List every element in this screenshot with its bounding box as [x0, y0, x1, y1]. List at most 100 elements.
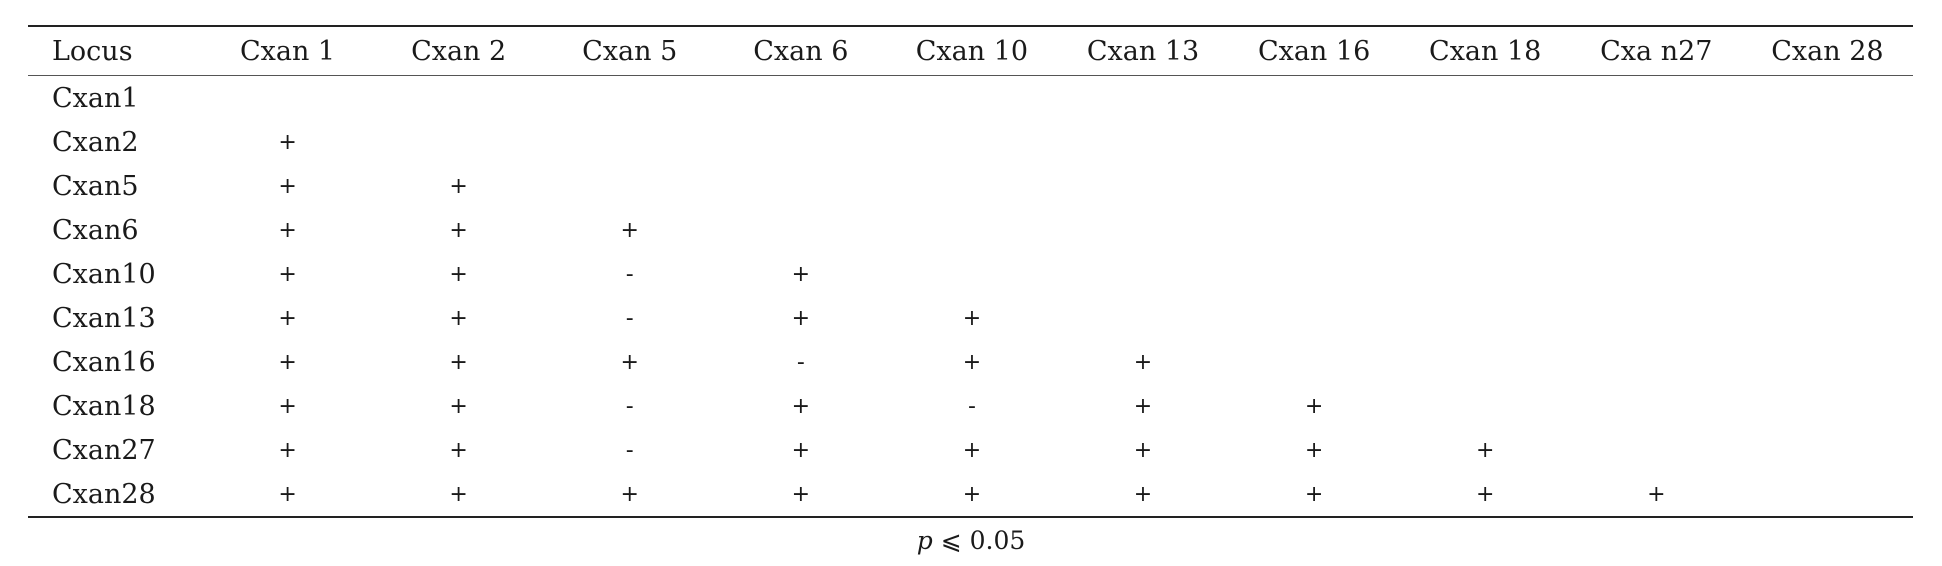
table-row: Cxan16 + + + - + +	[28, 340, 1913, 384]
table-cell	[886, 208, 1057, 252]
footnote-condition: ⩽ 0.05	[932, 526, 1026, 555]
table-cell: +	[449, 217, 468, 243]
table-cell	[1229, 208, 1400, 252]
row-label-locus: Cxan5	[52, 170, 139, 202]
table-cell	[1571, 340, 1742, 384]
row-label-locus: Cxan13	[52, 302, 156, 334]
table-cell: -	[625, 261, 634, 287]
table-cell: +	[1133, 393, 1153, 419]
table-cell: +	[278, 481, 297, 507]
table-cell: +	[1133, 437, 1153, 463]
footnote-variable: p	[916, 526, 933, 555]
column-header: Cxan 6	[753, 35, 849, 67]
table-cell	[1742, 76, 1913, 121]
significance-footnote: p ⩽ 0.05	[0, 526, 1942, 555]
table-row: Cxan28 + + + + + + + + +	[28, 472, 1913, 517]
table-cell: +	[449, 305, 468, 331]
table-cell: +	[278, 305, 297, 331]
table-cell: +	[278, 393, 297, 419]
table-cell: +	[791, 481, 811, 507]
table-cell	[1742, 472, 1913, 517]
table-cell	[886, 120, 1057, 164]
table-cell	[1057, 208, 1228, 252]
table-cell	[1571, 252, 1742, 296]
table-cell: +	[1304, 393, 1324, 419]
table-cell	[1400, 208, 1571, 252]
table-cell: +	[962, 437, 982, 463]
table-cell	[1057, 296, 1228, 340]
table-cell	[1571, 76, 1742, 121]
table-cell	[1400, 164, 1571, 208]
table-cell	[886, 252, 1057, 296]
table-row: Cxan13 + + - + +	[28, 296, 1913, 340]
table-cell	[1229, 164, 1400, 208]
table-cell	[886, 76, 1057, 121]
column-header: Cxan 28	[1771, 35, 1884, 67]
table-cell	[1400, 384, 1571, 428]
table-cell: +	[1304, 437, 1324, 463]
table-cell	[1229, 252, 1400, 296]
table-cell: +	[449, 437, 468, 463]
row-label-locus: Cxan28	[52, 478, 156, 510]
table-cell	[1400, 120, 1571, 164]
table-row: Cxan18 + + - + - + +	[28, 384, 1913, 428]
table-cell	[1229, 340, 1400, 384]
table-cell	[1057, 164, 1228, 208]
table-cell: +	[278, 217, 297, 243]
table-cell: +	[962, 305, 982, 331]
table-cell: +	[791, 261, 811, 287]
table-cell	[1571, 208, 1742, 252]
table-cell: -	[625, 437, 634, 463]
table-cell	[1229, 296, 1400, 340]
table-cell: +	[620, 481, 639, 507]
table-cell: +	[449, 481, 468, 507]
table-cell: +	[962, 349, 982, 375]
table-row: Cxan27 + + - + + + + +	[28, 428, 1913, 472]
table-cell	[1742, 384, 1913, 428]
table-cell	[1229, 76, 1400, 121]
table-cell: +	[791, 437, 811, 463]
table-cell: +	[1133, 349, 1153, 375]
table-row: Cxan10 + + - +	[28, 252, 1913, 296]
table-cell	[373, 120, 544, 164]
table-cell	[715, 208, 886, 252]
table-row: Cxan1	[28, 76, 1913, 121]
table-cell	[1571, 428, 1742, 472]
table-cell	[1742, 252, 1913, 296]
table-cell	[202, 76, 373, 121]
table-cell: +	[962, 481, 982, 507]
table-cell	[544, 120, 715, 164]
table-cell	[1742, 208, 1913, 252]
table-row: Cxan6 + + +	[28, 208, 1913, 252]
table-body: Cxan1 Cxan2 + Cxan5 + + Cxan6 + + + Cxan10 + + - + Cxan…	[28, 76, 1913, 517]
table-cell: +	[449, 261, 468, 287]
row-label-locus: Cxan2	[52, 126, 139, 158]
table-cell	[1057, 120, 1228, 164]
linkage-disequilibrium-table: Locus Cxan 1 Cxan 2 Cxan 5 Cxan 6 Cxan 10 Cxan…	[28, 25, 1913, 518]
table-cell	[1400, 296, 1571, 340]
table-row: Cxan5 + +	[28, 164, 1913, 208]
column-header: Cxan 1	[239, 35, 336, 67]
table-cell: +	[620, 349, 639, 375]
table-cell: +	[620, 217, 639, 243]
column-header: Cxan 5	[582, 35, 678, 67]
row-label-locus: Cxan1	[52, 82, 139, 114]
table-cell	[1057, 76, 1228, 121]
table-cell	[1742, 120, 1913, 164]
table-cell: +	[1647, 481, 1666, 507]
row-label-locus: Cxan6	[52, 214, 139, 246]
table-cell	[1400, 76, 1571, 121]
table-cell	[544, 76, 715, 121]
table-cell: +	[278, 349, 297, 375]
linkage-table-container: Locus Cxan 1 Cxan 2 Cxan 5 Cxan 6 Cxan 10 Cxan…	[28, 25, 1913, 518]
row-label-locus: Cxan18	[52, 390, 156, 422]
table-cell	[1057, 252, 1228, 296]
table-cell: +	[278, 129, 297, 155]
table-cell: -	[625, 393, 634, 419]
table-cell: +	[1475, 437, 1495, 463]
table-cell	[715, 120, 886, 164]
table-cell: -	[796, 349, 805, 375]
table-cell	[1742, 296, 1913, 340]
table-cell: -	[625, 305, 634, 331]
table-cell: +	[278, 437, 297, 463]
